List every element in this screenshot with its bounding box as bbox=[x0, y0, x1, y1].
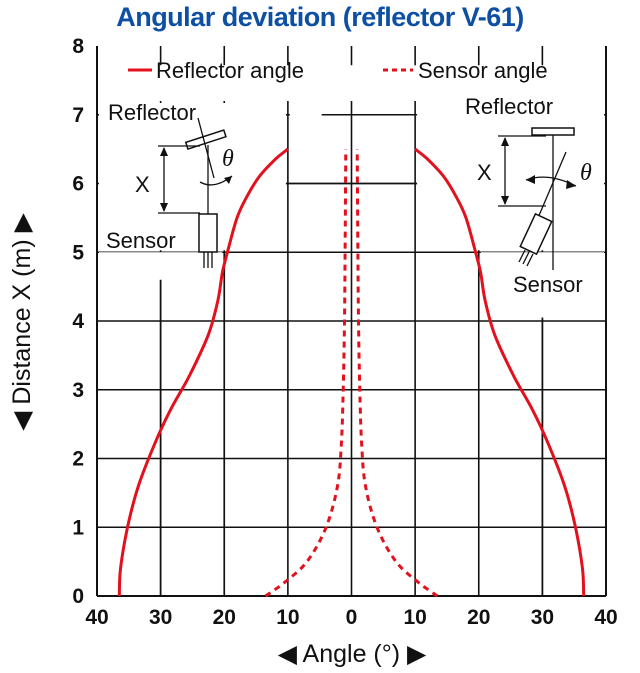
y-tick-label: 1 bbox=[72, 516, 84, 539]
y-tick-label: 8 bbox=[72, 35, 84, 58]
x-tick-label: 0 bbox=[346, 606, 358, 629]
x-tick-label: 40 bbox=[594, 606, 617, 629]
left-dim-arrowhead-bottom bbox=[160, 203, 168, 212]
sensor-angle-line-right bbox=[355, 149, 439, 598]
legend-reflector-label: Reflector angle bbox=[156, 58, 304, 83]
y-axis-label: ◀ Distance X (m) ▶ bbox=[8, 212, 36, 430]
x-tick-label: 20 bbox=[467, 606, 490, 629]
left-dim-arrowhead-top bbox=[160, 147, 168, 156]
left-diagram-background bbox=[99, 103, 286, 251]
right-diagram-background-lower bbox=[480, 252, 604, 318]
right-dim-arrowhead-bottom bbox=[501, 196, 509, 205]
series-layer bbox=[117, 147, 586, 598]
right-sensor-pin1 bbox=[518, 249, 526, 263]
right-sensor-body bbox=[519, 212, 553, 256]
left-distance-label: X bbox=[135, 172, 150, 197]
y-tick-label: 3 bbox=[72, 379, 84, 402]
sensor-angle-line-left bbox=[264, 149, 348, 598]
legend: Reflector angle Sensor angle bbox=[128, 58, 548, 83]
right-dim-arrowhead-top bbox=[501, 137, 509, 146]
y-tick-label: 6 bbox=[72, 173, 84, 196]
right-diagram: Reflector X θ Sensor bbox=[465, 94, 592, 297]
x-tick-label: 10 bbox=[403, 606, 426, 629]
y-tick-label: 4 bbox=[72, 310, 84, 333]
x-tick-label: 40 bbox=[85, 606, 108, 629]
left-diagram: Reflector X θ Sensor bbox=[106, 100, 234, 268]
chart-title: Angular deviation (reflector V-61) bbox=[116, 2, 524, 32]
x-axis-label: ◀ Angle (°) ▶ bbox=[278, 640, 427, 668]
reflector-angle-line-left bbox=[117, 147, 289, 597]
left-diagram-background-lower bbox=[99, 252, 223, 280]
y-tick-label: 0 bbox=[72, 585, 84, 608]
right-angle-arrowhead-right bbox=[566, 180, 576, 189]
legend-sensor-label: Sensor angle bbox=[418, 58, 548, 83]
y-tick-label: 5 bbox=[72, 241, 84, 264]
right-reflector-plate bbox=[531, 127, 575, 136]
left-reflector-label: Reflector bbox=[108, 100, 196, 125]
left-reflector-normal bbox=[197, 117, 215, 179]
right-sensor-label: Sensor bbox=[513, 272, 583, 297]
y-tick-label: 2 bbox=[72, 448, 84, 471]
x-tick-label: 30 bbox=[531, 606, 554, 629]
x-tick-label: 20 bbox=[213, 606, 236, 629]
right-angle-label: θ bbox=[580, 160, 592, 186]
legend-background bbox=[99, 65, 604, 101]
left-sensor-body bbox=[198, 213, 218, 253]
grid-lines bbox=[96, 46, 607, 597]
x-tick-label: 10 bbox=[276, 606, 299, 629]
left-diagram-background-upper bbox=[289, 103, 322, 182]
left-angle-arrowhead bbox=[224, 176, 232, 184]
y-tick-label: 7 bbox=[72, 104, 84, 127]
right-reflector-label: Reflector bbox=[465, 94, 553, 119]
right-sensor-pin2 bbox=[522, 251, 530, 265]
left-sensor-label: Sensor bbox=[106, 228, 176, 253]
reflector-angle-line-right bbox=[414, 147, 586, 597]
right-angle-arrowhead-left bbox=[526, 175, 535, 184]
right-sensor-pin3 bbox=[526, 253, 534, 267]
x-tick-label: 30 bbox=[149, 606, 172, 629]
left-angle-label: θ bbox=[222, 146, 234, 172]
right-distance-label: X bbox=[477, 160, 492, 185]
